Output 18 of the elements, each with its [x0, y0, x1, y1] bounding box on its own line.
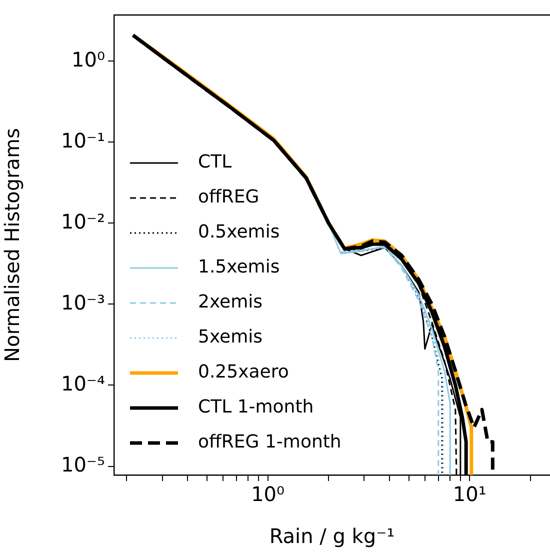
y-axis-title: Normalised Histograms — [0, 128, 24, 362]
y-tick-label: 10⁰ — [72, 47, 105, 72]
y-tick-label: 10⁻³ — [60, 290, 105, 314]
y-tick-label: 10⁻⁴ — [60, 371, 105, 396]
legend-label: 2xemis — [198, 292, 263, 313]
legend-label: CTL — [198, 152, 232, 173]
legend-label: 0.25xaero — [198, 362, 289, 383]
legend-label: 1.5xemis — [198, 256, 280, 278]
y-tick-label: 10⁻⁵ — [60, 452, 105, 476]
legend-label: 5xemis — [198, 326, 263, 348]
x-axis-title: Rain / g kg⁻¹ — [269, 524, 395, 548]
legend-label: CTL 1-month — [198, 396, 314, 418]
legend-label: offREG — [198, 186, 260, 208]
legend-label: offREG 1-month — [198, 432, 342, 453]
y-tick-label: 10⁻¹ — [60, 128, 105, 152]
y-tick-label: 10⁻² — [60, 209, 105, 234]
legend-label: 0.5xemis — [198, 222, 280, 243]
x-tick-label: 10¹ — [452, 482, 486, 506]
